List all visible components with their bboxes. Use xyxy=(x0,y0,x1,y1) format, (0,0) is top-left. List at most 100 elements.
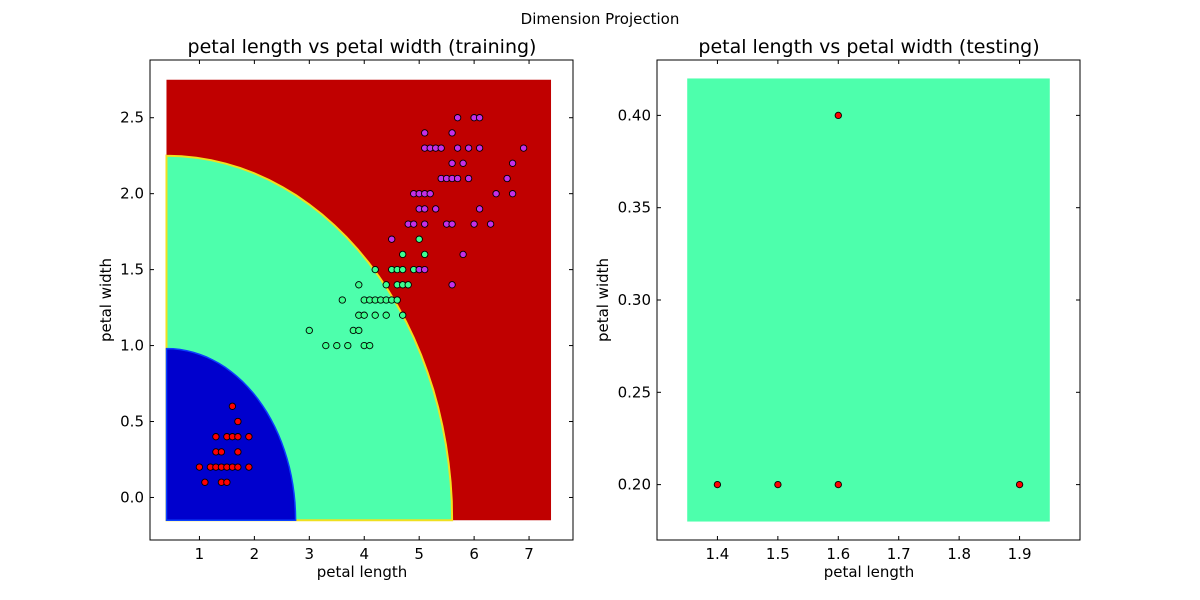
point-virginica xyxy=(459,159,467,167)
point-setosa xyxy=(234,433,242,441)
y-tick-label: 2.5 xyxy=(120,109,144,127)
testing-y-axis-label: petal width xyxy=(594,258,612,342)
x-tick-label: 4 xyxy=(359,545,369,563)
point-versicolor xyxy=(382,281,390,289)
x-tick-label: 1.7 xyxy=(887,545,911,563)
point-virginica xyxy=(519,144,528,152)
x-tick-label: 1.4 xyxy=(705,545,729,563)
point-virginica xyxy=(464,144,473,152)
x-tick-label: 1.9 xyxy=(1008,545,1032,563)
point-virginica xyxy=(437,144,445,152)
y-tick-label: 0.30 xyxy=(618,291,651,309)
point-versicolor xyxy=(333,341,341,350)
y-tick-label: 2.0 xyxy=(120,185,144,203)
testing-plot-title: petal length vs petal width (testing) xyxy=(698,36,1039,58)
point-setosa xyxy=(212,433,220,441)
point-virginica xyxy=(470,220,478,228)
point-virginica xyxy=(448,281,456,289)
training-plot-frame xyxy=(149,59,574,541)
point-virginica xyxy=(459,250,467,259)
point-virginica xyxy=(508,159,517,167)
point-virginica xyxy=(410,220,418,228)
point-setosa xyxy=(217,448,226,456)
y-tick-label: 0.25 xyxy=(618,383,651,401)
point-setosa xyxy=(1015,480,1024,489)
point-versicolor xyxy=(371,311,379,319)
point-virginica xyxy=(432,205,440,213)
testing-x-axis-label: petal length xyxy=(824,563,915,581)
point-setosa xyxy=(834,480,842,489)
testing-plot: petal length vs petal width (testing) 1.… xyxy=(594,36,1081,581)
point-versicolor xyxy=(382,311,390,319)
point-versicolor xyxy=(399,311,407,319)
point-setosa xyxy=(223,478,231,486)
point-virginica xyxy=(453,114,462,122)
point-virginica xyxy=(388,235,396,243)
point-virginica xyxy=(475,114,484,122)
point-setosa xyxy=(195,463,204,471)
region-versicolor xyxy=(687,78,1050,522)
training-data-points xyxy=(195,114,528,486)
point-virginica xyxy=(453,174,462,183)
point-virginica xyxy=(448,220,456,228)
x-tick-label: 1.6 xyxy=(826,545,850,563)
point-versicolor xyxy=(404,281,412,289)
point-setosa xyxy=(713,480,722,489)
x-tick-label: 3 xyxy=(305,545,315,563)
x-tick-label: 1.5 xyxy=(766,545,790,563)
y-tick-label: 0.40 xyxy=(618,106,651,124)
point-virginica xyxy=(448,129,456,137)
point-versicolor xyxy=(355,281,363,289)
point-setosa xyxy=(245,463,253,471)
figure-suptitle: Dimension Projection xyxy=(521,10,680,28)
testing-plot-frame xyxy=(656,59,1081,541)
point-virginica xyxy=(448,159,456,167)
y-tick-label: 1.0 xyxy=(120,337,144,355)
training-x-axis-label: petal length xyxy=(317,563,408,581)
testing-axis-ticks: 1.4 1.5 1.6 1.7 1.8 1.9 0.20 0.25 0.30 0.35 0.40 xyxy=(618,60,1080,563)
point-versicolor xyxy=(355,326,363,335)
x-tick-label: 7 xyxy=(524,545,534,563)
x-tick-label: 5 xyxy=(414,545,424,563)
point-versicolor xyxy=(360,311,368,319)
point-virginica xyxy=(453,144,462,152)
point-virginica xyxy=(421,265,429,274)
point-virginica xyxy=(421,205,429,213)
point-setosa xyxy=(245,433,253,441)
point-versicolor xyxy=(393,296,401,304)
point-virginica xyxy=(426,190,434,198)
testing-decision-regions xyxy=(687,78,1050,522)
point-setosa xyxy=(234,463,242,471)
point-versicolor xyxy=(371,265,379,274)
x-tick-label: 6 xyxy=(469,545,479,563)
testing-data-points xyxy=(713,111,1024,489)
x-tick-label: 1 xyxy=(195,545,205,563)
point-setosa xyxy=(228,402,237,410)
y-tick-label: 0.5 xyxy=(120,413,144,431)
point-virginica xyxy=(508,190,517,198)
point-versicolor xyxy=(366,341,374,350)
point-versicolor xyxy=(305,326,313,335)
point-virginica xyxy=(421,220,429,228)
point-setosa xyxy=(834,111,842,120)
point-virginica xyxy=(475,144,484,152)
point-versicolor xyxy=(322,341,330,350)
y-tick-label: 0.35 xyxy=(618,199,651,217)
point-setosa xyxy=(774,480,782,489)
y-tick-label: 0.20 xyxy=(618,476,651,494)
point-virginica xyxy=(486,220,495,228)
y-tick-label: 0.0 xyxy=(120,488,144,506)
point-virginica xyxy=(464,174,473,183)
x-tick-label: 2 xyxy=(250,545,260,563)
point-virginica xyxy=(421,129,429,137)
point-virginica xyxy=(503,174,511,183)
training-plot: petal length vs petal width (training) 1… xyxy=(97,36,574,581)
training-y-axis-label: petal width xyxy=(97,258,115,342)
point-setosa xyxy=(234,448,242,456)
training-plot-title: petal length vs petal width (training) xyxy=(188,36,537,58)
y-tick-label: 1.5 xyxy=(120,261,144,279)
x-tick-label: 1.8 xyxy=(947,545,971,563)
training-axis-ticks: 1 2 3 4 5 6 7 0.0 0.5 1.0 1.5 2.0 2.5 xyxy=(120,60,573,563)
point-versicolor xyxy=(399,250,407,259)
